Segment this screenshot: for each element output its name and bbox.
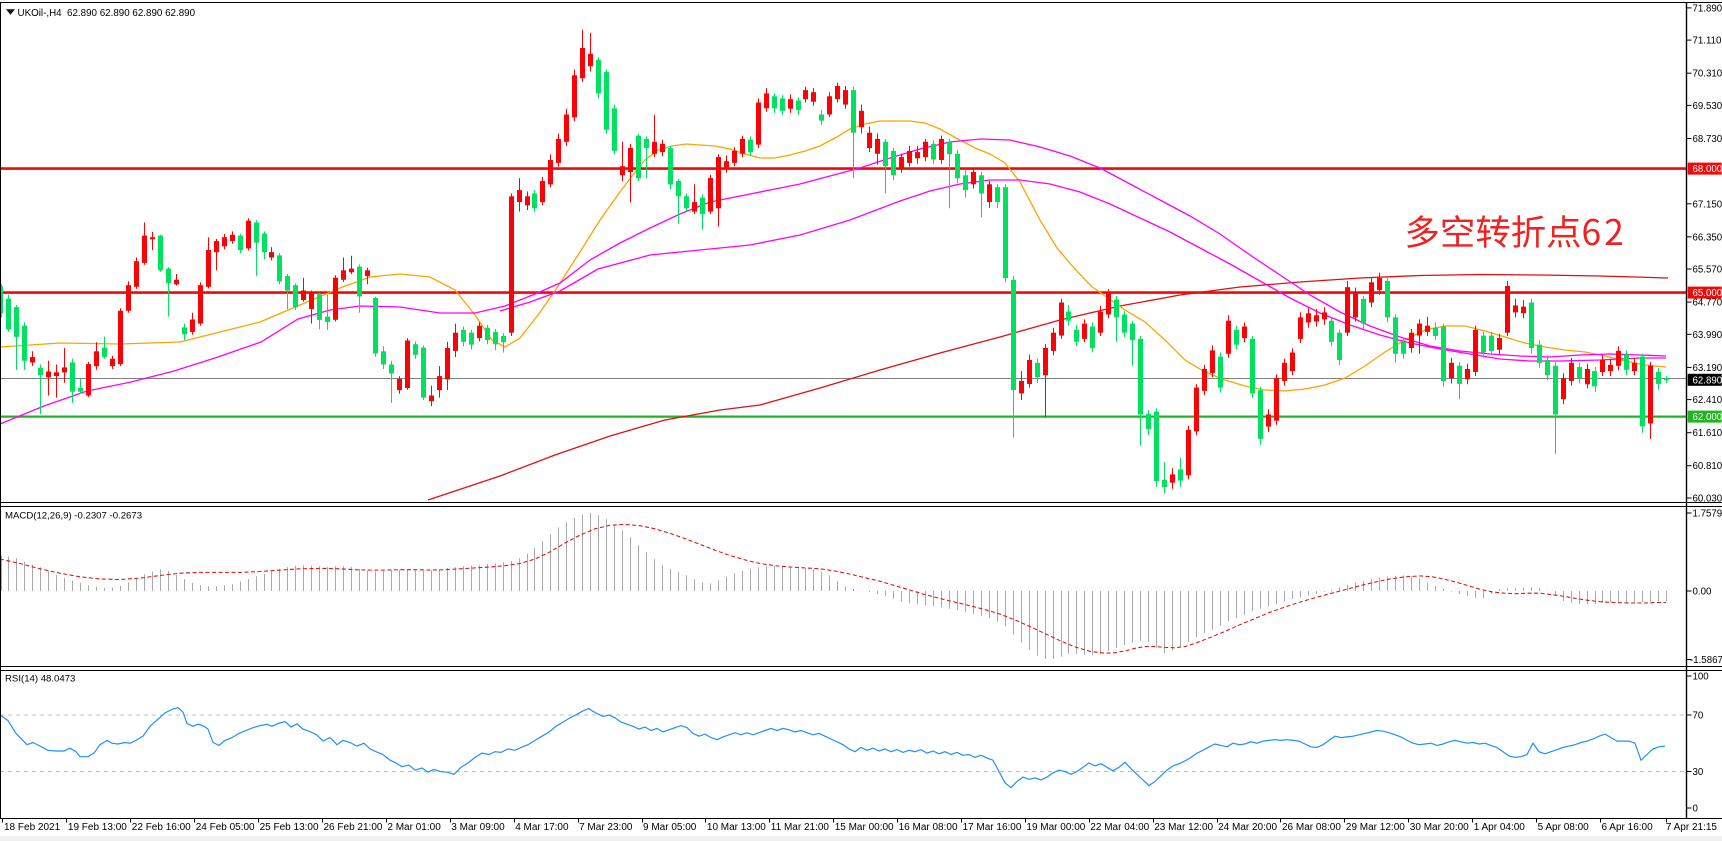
svg-text:100: 100 bbox=[1693, 672, 1710, 683]
svg-text:30: 30 bbox=[1693, 767, 1704, 778]
svg-text:26 Mar 08:00: 26 Mar 08:00 bbox=[1282, 822, 1341, 833]
svg-text:7 Apr 21:15: 7 Apr 21:15 bbox=[1666, 822, 1718, 833]
svg-text:4 Mar 17:00: 4 Mar 17:00 bbox=[515, 822, 569, 833]
svg-text:0: 0 bbox=[1693, 804, 1699, 815]
svg-text:68.730: 68.730 bbox=[1693, 134, 1722, 145]
svg-text:UKOil-,H4 62.890 62.890 62.89: UKOil-,H4 62.890 62.890 62.890 62.890 bbox=[18, 8, 196, 19]
svg-text:64.770: 64.770 bbox=[1693, 298, 1722, 309]
svg-text:23 Mar 12:00: 23 Mar 12:00 bbox=[1154, 822, 1213, 833]
svg-text:66.350: 66.350 bbox=[1693, 232, 1722, 243]
svg-text:3 Mar 09:00: 3 Mar 09:00 bbox=[451, 822, 505, 833]
svg-text:63.990: 63.990 bbox=[1693, 330, 1722, 341]
svg-text:19 Mar 00:00: 19 Mar 00:00 bbox=[1026, 822, 1085, 833]
svg-text:RSI(14) 48.0473: RSI(14) 48.0473 bbox=[5, 674, 75, 685]
svg-text:1.7579: 1.7579 bbox=[1693, 509, 1722, 520]
svg-text:-1.5867: -1.5867 bbox=[1690, 655, 1722, 666]
svg-text:29 Mar 12:00: 29 Mar 12:00 bbox=[1346, 822, 1405, 833]
svg-text:1 Apr 04:00: 1 Apr 04:00 bbox=[1474, 822, 1526, 833]
svg-text:24 Mar 20:00: 24 Mar 20:00 bbox=[1218, 822, 1277, 833]
svg-text:62.000: 62.000 bbox=[1693, 412, 1722, 423]
svg-text:10 Mar 13:00: 10 Mar 13:00 bbox=[707, 822, 766, 833]
svg-text:62.410: 62.410 bbox=[1693, 395, 1722, 406]
svg-text:17 Mar 16:00: 17 Mar 16:00 bbox=[963, 822, 1022, 833]
svg-text:63.190: 63.190 bbox=[1693, 363, 1722, 374]
svg-text:71.110: 71.110 bbox=[1693, 36, 1722, 47]
svg-text:9 Mar 05:00: 9 Mar 05:00 bbox=[643, 822, 697, 833]
svg-text:18 Feb 2021: 18 Feb 2021 bbox=[4, 822, 61, 833]
svg-text:61.610: 61.610 bbox=[1693, 428, 1722, 439]
svg-text:6 Apr 16:00: 6 Apr 16:00 bbox=[1602, 822, 1654, 833]
svg-text:15 Mar 00:00: 15 Mar 00:00 bbox=[835, 822, 894, 833]
svg-text:65.570: 65.570 bbox=[1693, 265, 1722, 276]
svg-text:70.310: 70.310 bbox=[1693, 69, 1722, 80]
svg-text:71.890: 71.890 bbox=[1693, 3, 1722, 14]
svg-text:67.150: 67.150 bbox=[1693, 199, 1722, 210]
svg-text:25 Feb 13:00: 25 Feb 13:00 bbox=[260, 822, 319, 833]
svg-text:62.890: 62.890 bbox=[1693, 375, 1722, 386]
svg-text:69.530: 69.530 bbox=[1693, 101, 1722, 112]
svg-text:0.00: 0.00 bbox=[1693, 587, 1712, 598]
svg-text:16 Mar 08:00: 16 Mar 08:00 bbox=[899, 822, 958, 833]
svg-text:22 Mar 04:00: 22 Mar 04:00 bbox=[1090, 822, 1149, 833]
svg-text:2 Mar 01:00: 2 Mar 01:00 bbox=[387, 822, 441, 833]
svg-text:22 Feb 16:00: 22 Feb 16:00 bbox=[132, 822, 191, 833]
svg-text:70: 70 bbox=[1693, 711, 1704, 722]
svg-text:MACD(12,26,9) -0.2307 -0.2673: MACD(12,26,9) -0.2307 -0.2673 bbox=[5, 511, 142, 522]
svg-text:24 Feb 05:00: 24 Feb 05:00 bbox=[196, 822, 255, 833]
svg-text:65.000: 65.000 bbox=[1693, 288, 1722, 299]
svg-text:7 Mar 23:00: 7 Mar 23:00 bbox=[579, 822, 633, 833]
svg-text:26 Feb 21:00: 26 Feb 21:00 bbox=[324, 822, 383, 833]
svg-text:19 Feb 13:00: 19 Feb 13:00 bbox=[68, 822, 127, 833]
svg-text:5 Apr 08:00: 5 Apr 08:00 bbox=[1538, 822, 1590, 833]
svg-text:68.000: 68.000 bbox=[1693, 164, 1722, 175]
svg-text:60.030: 60.030 bbox=[1693, 494, 1722, 505]
svg-text:30 Mar 20:00: 30 Mar 20:00 bbox=[1410, 822, 1469, 833]
svg-text:11 Mar 21:00: 11 Mar 21:00 bbox=[771, 822, 830, 833]
svg-text:60.810: 60.810 bbox=[1693, 461, 1722, 472]
